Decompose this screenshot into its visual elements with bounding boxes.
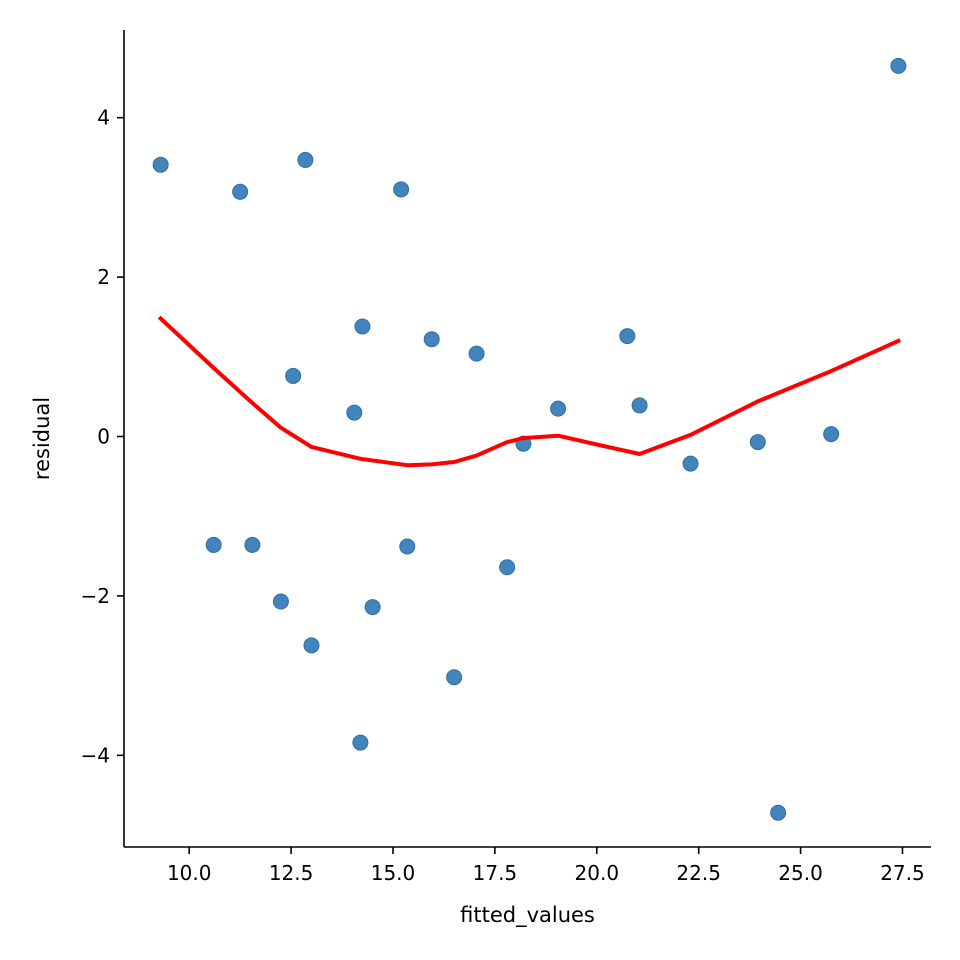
data-point xyxy=(297,151,314,168)
data-point xyxy=(631,397,648,414)
data-point xyxy=(364,599,381,616)
data-point xyxy=(244,536,261,553)
data-point xyxy=(423,331,440,348)
x-tick-label: 17.5 xyxy=(473,861,518,885)
y-tick-label: −4 xyxy=(81,743,110,767)
data-point xyxy=(619,328,636,345)
data-point xyxy=(303,637,320,654)
data-point xyxy=(499,559,516,576)
data-point xyxy=(823,426,840,443)
y-tick-label: −2 xyxy=(81,584,110,608)
data-points xyxy=(152,57,907,821)
x-axis-label: fitted_values xyxy=(460,903,595,928)
data-point xyxy=(152,156,169,173)
data-point xyxy=(682,455,699,472)
x-tick-label: 20.0 xyxy=(575,861,620,885)
x-tick-label: 12.5 xyxy=(269,861,314,885)
y-tick-label: 2 xyxy=(97,265,110,289)
x-tick-label: 15.0 xyxy=(371,861,416,885)
data-point xyxy=(393,181,410,198)
data-point xyxy=(354,318,371,335)
y-tick-label: 4 xyxy=(97,106,110,130)
data-point xyxy=(446,669,463,686)
data-point xyxy=(890,57,907,74)
smooth-line-layer xyxy=(157,315,902,468)
data-point xyxy=(346,404,363,421)
data-point xyxy=(749,434,766,451)
data-point xyxy=(550,400,567,417)
x-tick-label: 22.5 xyxy=(676,861,721,885)
data-point xyxy=(285,367,302,384)
data-point xyxy=(232,183,249,200)
y-axis-label: residual xyxy=(30,397,54,480)
data-point xyxy=(399,538,416,555)
x-tick-label: 25.0 xyxy=(778,861,823,885)
x-tick-label: 10.0 xyxy=(167,861,212,885)
data-point xyxy=(770,804,787,821)
data-point xyxy=(352,734,369,751)
y-tick-label: 0 xyxy=(97,425,110,449)
x-tick-label: 27.5 xyxy=(880,861,925,885)
data-point xyxy=(468,345,485,362)
x-ticks: 10.0 12.5 15.0 17.5 20.0 22.5 25.0 27.5 xyxy=(167,847,925,885)
data-point xyxy=(272,593,289,610)
axes xyxy=(123,30,931,848)
y-ticks: −4 −2 0 2 4 xyxy=(81,106,124,767)
data-point xyxy=(205,536,222,553)
smooth-line xyxy=(157,315,902,468)
